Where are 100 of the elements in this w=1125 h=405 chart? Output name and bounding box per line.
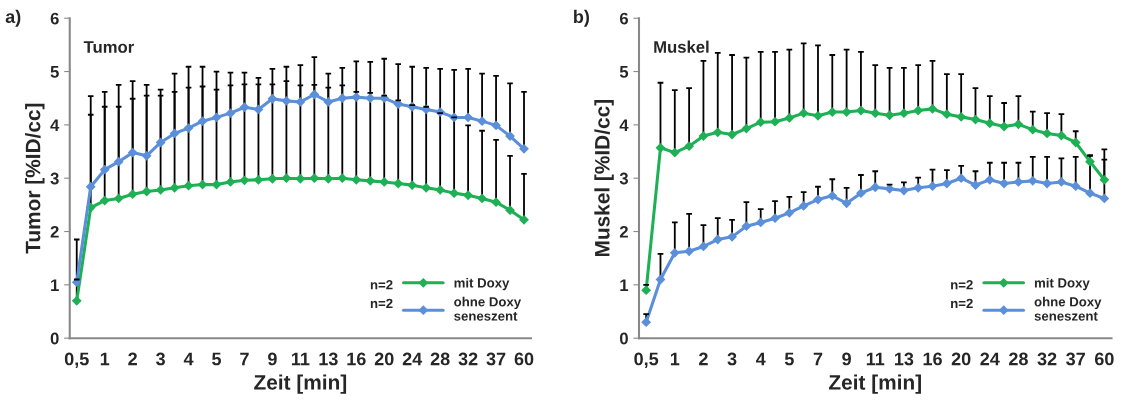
point: [841, 198, 852, 209]
point: [913, 182, 924, 193]
x-tick-label: 11: [291, 352, 310, 366]
point: [127, 189, 138, 200]
point: [741, 221, 752, 232]
point: [770, 213, 780, 224]
x-tick-label: 11: [866, 352, 885, 366]
point: [913, 105, 924, 116]
point: [337, 173, 348, 184]
point: [1013, 119, 1024, 130]
point: [169, 182, 180, 193]
legend-label: mit Doxy: [454, 277, 510, 291]
x-axis-title: Zeit [min]: [829, 374, 921, 394]
y-tick-label: 3: [50, 172, 59, 185]
x-tick-label: 4: [755, 352, 766, 366]
point: [970, 180, 981, 191]
point: [841, 107, 852, 117]
y-tick-label: 6: [619, 12, 628, 25]
point: [984, 174, 995, 185]
point: [712, 234, 723, 245]
point: [870, 108, 881, 119]
x-tick-label: 7: [813, 352, 823, 366]
point: [323, 97, 334, 107]
x-tick-label: 5: [784, 352, 794, 366]
x-tick-label: 0,5: [64, 352, 89, 368]
x-tick-label: 60: [514, 352, 534, 366]
point: [999, 178, 1010, 189]
point: [141, 150, 152, 161]
point: [365, 175, 376, 186]
x-tick-label: 3: [727, 352, 737, 366]
point: [491, 120, 501, 131]
x-tick-label: 60: [1094, 352, 1114, 366]
x-tick-label: 16: [347, 352, 366, 366]
y-tick-label: 1: [620, 279, 629, 291]
point: [669, 147, 680, 158]
annotation: n=2: [951, 298, 973, 308]
point: [491, 197, 501, 208]
point: [155, 137, 166, 148]
point: [1056, 130, 1067, 141]
point: [253, 104, 264, 115]
point: [183, 180, 194, 191]
point: [477, 116, 487, 127]
point: [449, 188, 460, 199]
point: [813, 110, 823, 121]
point: [941, 109, 952, 120]
x-tick-label: 13: [894, 352, 914, 366]
point: [784, 113, 795, 123]
point: [1070, 137, 1081, 148]
point: [741, 123, 752, 134]
point: [505, 131, 515, 141]
point: [641, 317, 652, 328]
y-tick-label: 4: [50, 119, 60, 131]
point: [407, 180, 418, 191]
point: [1056, 177, 1067, 187]
y-tick-label: 2: [619, 225, 628, 238]
point: [827, 190, 838, 201]
x-tick-label: 2: [128, 352, 137, 366]
point: [267, 93, 278, 104]
point: [898, 108, 909, 119]
y-tick-label: 6: [50, 12, 59, 25]
point: [505, 205, 515, 216]
point: [712, 127, 723, 138]
x-tick-label: 20: [951, 352, 971, 366]
x-tick-label: 1: [670, 352, 680, 366]
legend-label: mit Doxy: [1034, 277, 1090, 291]
point: [684, 246, 695, 257]
x-tick-label: 28: [1009, 352, 1028, 366]
y-tick-label: 0: [50, 332, 59, 345]
x-tick-label: 37: [486, 352, 506, 366]
y-tick-label: 3: [619, 172, 628, 185]
point: [655, 142, 666, 153]
point: [884, 110, 895, 121]
point: [770, 116, 780, 127]
point: [477, 193, 487, 204]
point: [1099, 193, 1110, 204]
y-tick-label: 5: [50, 66, 59, 78]
x-tick-label: 16: [923, 352, 942, 366]
x-tick-label: 32: [1037, 352, 1057, 366]
x-tick-label: 7: [240, 352, 249, 366]
point: [169, 128, 180, 139]
point: [813, 194, 823, 205]
annotation: n=2: [370, 280, 393, 290]
text: Tumor: [83, 41, 134, 53]
point: [113, 193, 124, 204]
x-tick-label: 28: [430, 352, 450, 366]
point: [669, 247, 680, 258]
legend-label: ohne Doxy seneszent: [454, 296, 522, 321]
y-axis-title: Tumor [%ID/cc]: [25, 103, 45, 254]
point: [1085, 188, 1095, 199]
point: [798, 201, 809, 211]
x-tick-label: 3: [156, 352, 165, 366]
x-tick-label: 0,5: [634, 352, 659, 368]
x-tick-label: 9: [842, 352, 851, 366]
point: [435, 185, 446, 195]
y-tick-label: 4: [619, 119, 629, 131]
point: [141, 186, 152, 197]
x-tick-label: 5: [212, 352, 222, 366]
point: [1099, 174, 1110, 185]
x-tick-label: 20: [374, 352, 394, 366]
x-axis-title: Zeit [min]: [254, 374, 347, 394]
